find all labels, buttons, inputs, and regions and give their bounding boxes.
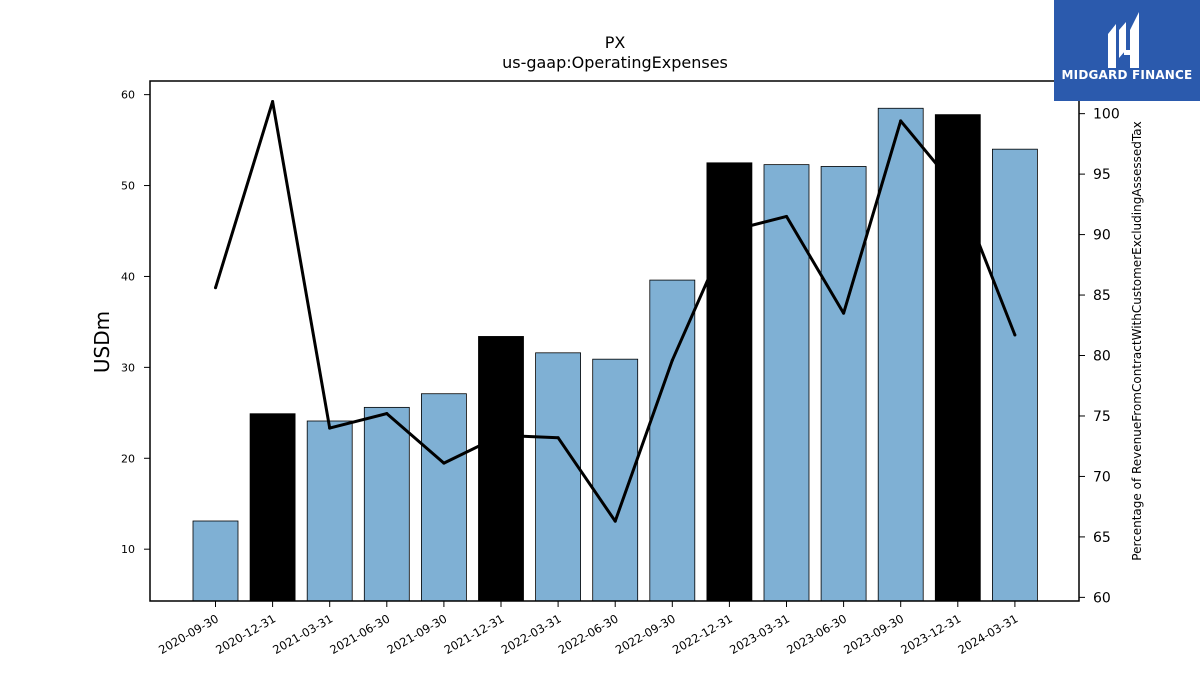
x-tick-label: 2024-03-31 <box>956 611 1021 657</box>
line-group <box>214 100 1017 523</box>
bars-group <box>192 107 1038 602</box>
y-tick-label: 10 <box>121 543 135 556</box>
y2-tick-label: 75 <box>1093 409 1111 425</box>
bar <box>306 420 353 602</box>
logo-mark-icon <box>1108 12 1139 68</box>
bar <box>877 107 924 602</box>
line-point <box>556 436 560 440</box>
y2-tick-label: 65 <box>1093 530 1111 546</box>
bar <box>478 336 524 602</box>
x-tick-label: 2020-12-31 <box>213 611 278 657</box>
bar <box>820 166 867 602</box>
bar <box>535 352 581 602</box>
plot-frame <box>149 80 1080 602</box>
line-point <box>613 519 617 523</box>
line-point <box>271 100 275 104</box>
y-tick-label: 30 <box>121 361 135 374</box>
x-tick-label: 2022-09-30 <box>613 611 678 657</box>
line-point <box>442 461 446 465</box>
y-tick-label: 40 <box>121 270 135 283</box>
line-point <box>842 311 846 315</box>
y-tick-label: 20 <box>121 452 135 465</box>
y2-tick-label: 70 <box>1093 469 1111 485</box>
line-point <box>727 229 731 233</box>
x-tick-label: 2023-06-30 <box>784 611 849 657</box>
bar <box>420 393 467 602</box>
x-tick-label: 2022-03-31 <box>499 611 564 657</box>
y2-tick-label: 100 <box>1093 107 1120 123</box>
y2-tick-label: 85 <box>1093 288 1111 304</box>
line-point <box>956 188 960 192</box>
brand-logo: MIDGARD FINANCE <box>1054 0 1200 101</box>
line-point <box>214 286 217 290</box>
line-point <box>670 358 674 362</box>
line-point <box>1013 333 1017 337</box>
bar <box>992 148 1038 602</box>
bar <box>763 164 810 602</box>
x-tick-label: 2023-03-31 <box>727 611 792 657</box>
logo-background <box>1054 0 1200 101</box>
bar <box>934 114 981 602</box>
x-tick-label: 2021-03-31 <box>270 611 335 657</box>
x-tick-label: 2022-12-31 <box>670 611 735 657</box>
chart-title: PX <box>605 33 626 52</box>
y2-tick-label: 90 <box>1093 228 1111 244</box>
chart-subtitle: us-gaap:OperatingExpenses <box>502 53 728 72</box>
y2-tick-label: 60 <box>1093 590 1111 606</box>
y-tick-label: 60 <box>121 89 135 102</box>
logo-text: MIDGARD FINANCE <box>1061 68 1193 82</box>
y2-tick-label: 80 <box>1093 349 1111 365</box>
bar <box>249 413 296 602</box>
line-point <box>328 426 332 430</box>
line-point <box>899 119 903 123</box>
x-tick-label: 2023-12-31 <box>898 611 963 657</box>
bar <box>649 279 696 602</box>
y-axis-label: USDm <box>90 311 114 373</box>
y2-axis-label: Percentage of RevenueFromContractWithCus… <box>1130 121 1144 560</box>
line-point <box>385 412 389 416</box>
y-tick-label: 50 <box>121 180 135 193</box>
y2-tick-label: 95 <box>1093 167 1111 183</box>
x-tick-label: 2021-09-30 <box>385 611 450 657</box>
x-tick-label: 2023-09-30 <box>841 611 906 657</box>
x-tick-label: 2021-12-31 <box>442 611 507 657</box>
bar <box>192 520 239 602</box>
x-tick-label: 2020-09-30 <box>156 611 221 657</box>
x-tick-label: 2022-06-30 <box>556 611 621 657</box>
line-point <box>499 433 503 437</box>
bar <box>706 162 753 602</box>
x-tick-label: 2021-06-30 <box>327 611 392 657</box>
line-point <box>785 214 788 218</box>
bar <box>363 406 410 602</box>
